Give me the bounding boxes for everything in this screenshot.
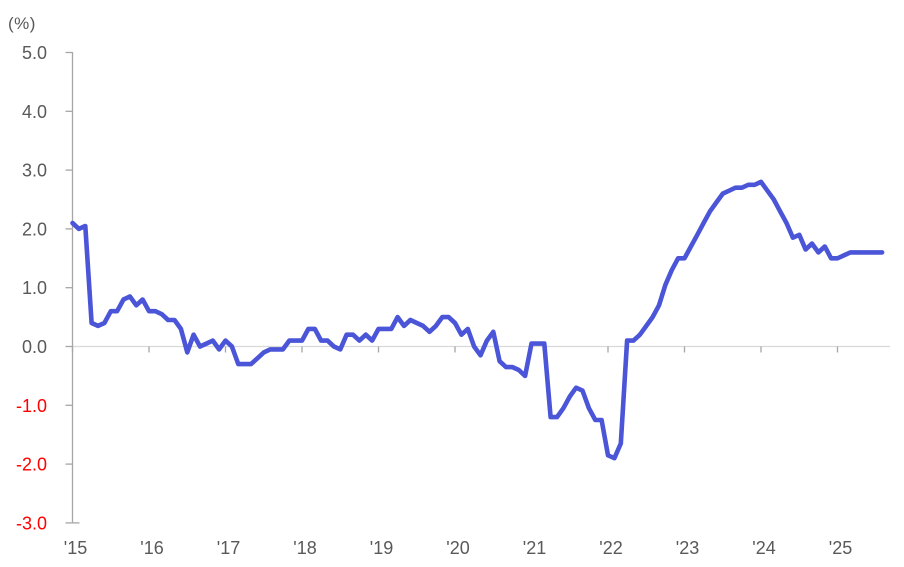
x-tick-label: '21 <box>523 538 546 558</box>
y-tick-label: -2.0 <box>16 455 47 475</box>
x-tick-label: '20 <box>446 538 469 558</box>
y-tick-label: 5.0 <box>22 43 47 63</box>
x-tick-label: '19 <box>370 538 393 558</box>
x-tick-label: '15 <box>64 538 87 558</box>
x-tick-label: '22 <box>599 538 622 558</box>
y-axis-unit-label: (%) <box>8 14 36 33</box>
x-tick-label: '23 <box>676 538 699 558</box>
y-tick-label: 2.0 <box>22 219 47 239</box>
x-tick-label: '18 <box>293 538 316 558</box>
x-tick-label: '16 <box>140 538 163 558</box>
y-tick-label: 1.0 <box>22 278 47 298</box>
y-tick-label: 0.0 <box>22 337 47 357</box>
y-tick-label: 3.0 <box>22 161 47 181</box>
y-tick-label: -3.0 <box>16 513 47 533</box>
data-line <box>70 179 885 461</box>
x-tick-label: '25 <box>829 538 852 558</box>
x-tick-label: '24 <box>752 538 775 558</box>
x-tick-label: '17 <box>217 538 240 558</box>
y-tick-label: 4.0 <box>22 102 47 122</box>
y-tick-label: -1.0 <box>16 396 47 416</box>
